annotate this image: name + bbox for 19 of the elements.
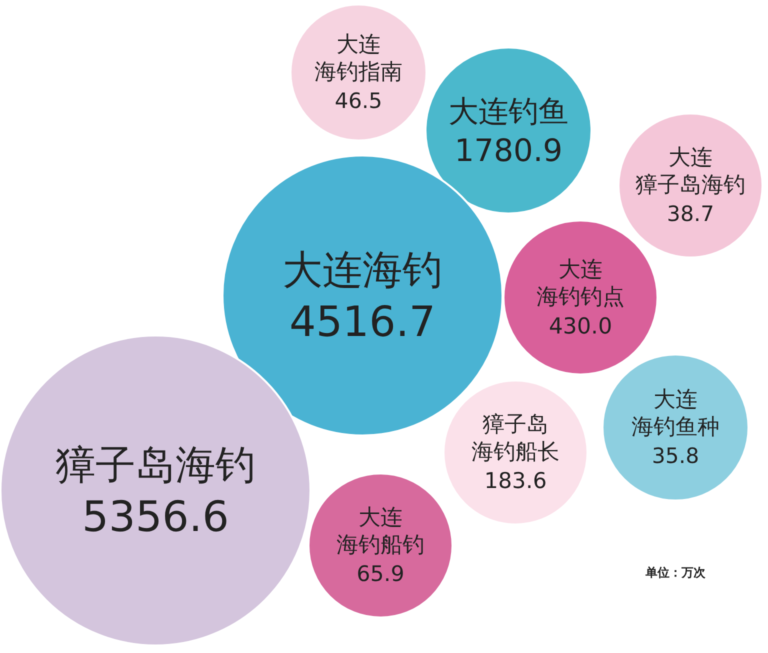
data-label: 65.9 bbox=[356, 562, 404, 587]
data-label: 38.7 bbox=[666, 201, 714, 226]
category-label: 大连海钓船钓 bbox=[336, 506, 424, 558]
category-label: 大连獐子岛海钓 bbox=[636, 146, 746, 198]
data-label: 183.6 bbox=[484, 469, 547, 494]
data-label: 35.8 bbox=[652, 443, 700, 468]
data-label: 4516.7 bbox=[289, 297, 436, 346]
data-label: 46.5 bbox=[334, 89, 382, 114]
category-label: 獐子岛海钓 bbox=[56, 442, 256, 488]
category-label: 大连海钓鱼种 bbox=[632, 388, 720, 440]
data-label: 430.0 bbox=[548, 314, 612, 340]
category-label: 大连海钓 bbox=[282, 248, 442, 294]
category-label: 大连钓鱼 bbox=[448, 94, 568, 130]
text: 单位：万次 bbox=[644, 566, 706, 580]
category-label: 大连海钓指南 bbox=[314, 32, 402, 85]
data-label: 5356.6 bbox=[82, 492, 229, 541]
data-label: 1780.9 bbox=[454, 132, 563, 169]
category-label: 大连海钓钓点 bbox=[536, 258, 624, 310]
category-label: 獐子岛海钓船长 bbox=[472, 412, 560, 465]
